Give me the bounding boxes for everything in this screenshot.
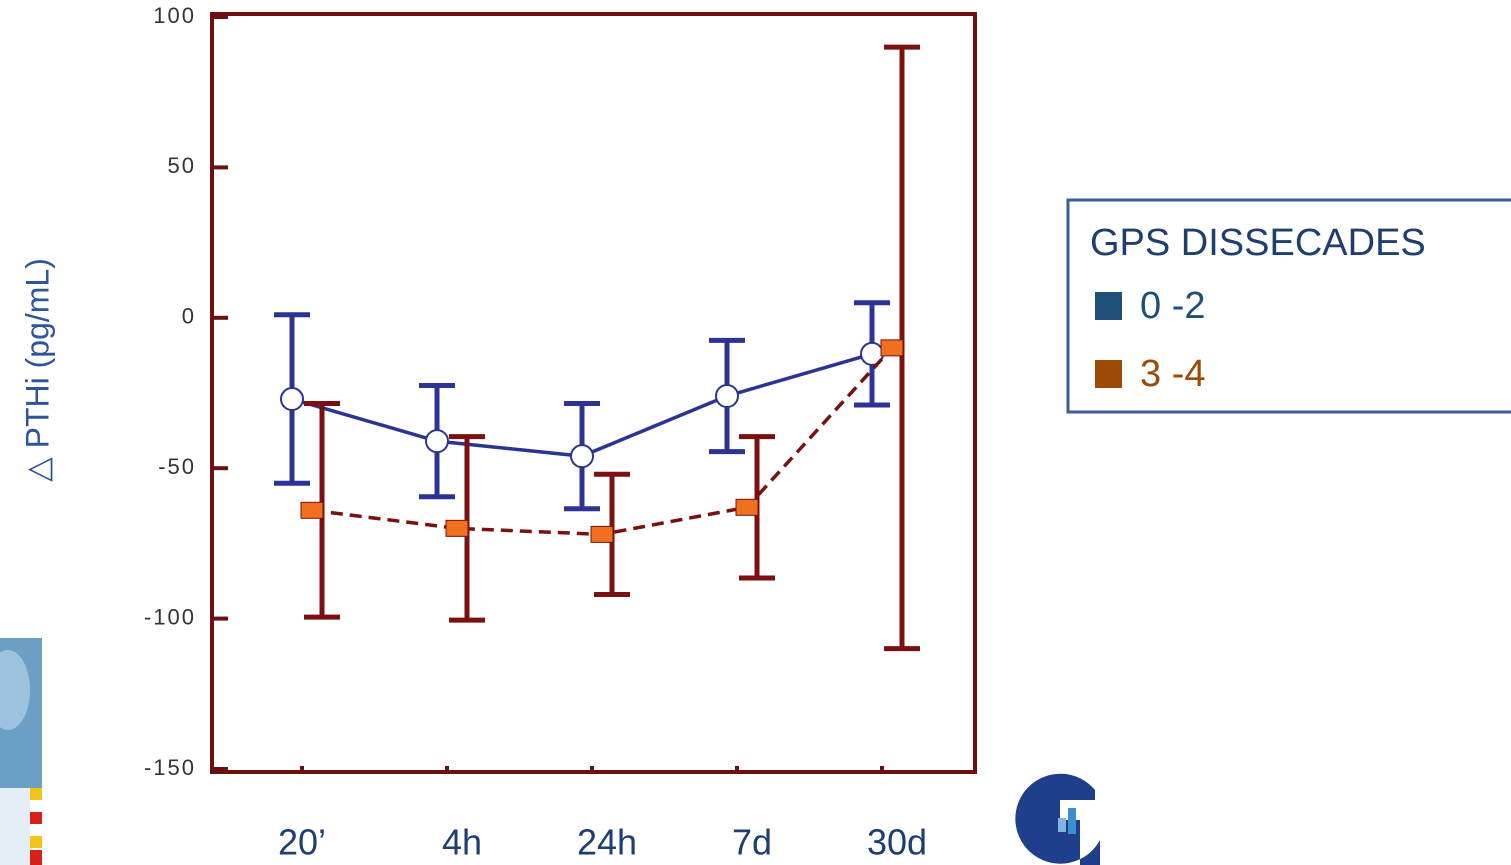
x-tick-label: 7d xyxy=(732,822,772,863)
marker xyxy=(446,520,468,536)
marker xyxy=(716,385,738,407)
legend-title: GPS DISSECADES xyxy=(1090,222,1426,264)
series-line xyxy=(312,348,892,534)
legend-swatch xyxy=(1095,292,1122,320)
marker xyxy=(736,499,758,515)
y-tick-label: 0 xyxy=(182,304,196,329)
marker xyxy=(881,340,903,356)
marker xyxy=(591,526,613,542)
marker xyxy=(426,430,448,452)
plot-frame xyxy=(212,14,975,772)
legend-swatch xyxy=(1095,360,1122,388)
right-logo xyxy=(1015,774,1100,865)
marker xyxy=(281,388,303,410)
y-tick-label: -50 xyxy=(158,454,196,479)
x-tick-label: 20’ xyxy=(278,822,326,863)
marker xyxy=(571,445,593,467)
y-tick-label: -150 xyxy=(144,755,196,780)
x-tick-label: 24h xyxy=(577,822,637,863)
legend-label: 0 -2 xyxy=(1140,285,1205,327)
y-tick-label: -100 xyxy=(144,604,196,629)
x-tick-label: 4h xyxy=(442,822,482,863)
y-tick-label: 100 xyxy=(153,3,196,28)
chart: △ PTHi (pg/mL) GPS DISSECADES 100 50 0 -50 -… xyxy=(0,0,1511,865)
x-tick-label: 30d xyxy=(867,822,927,863)
y-tick-label: 50 xyxy=(168,153,196,178)
series xyxy=(274,303,890,509)
marker xyxy=(301,502,323,518)
y-axis-label: △ PTHi (pg/mL) xyxy=(19,258,55,482)
series xyxy=(301,47,920,649)
legend-label: 3 -4 xyxy=(1140,353,1205,395)
left-logo xyxy=(0,638,42,865)
